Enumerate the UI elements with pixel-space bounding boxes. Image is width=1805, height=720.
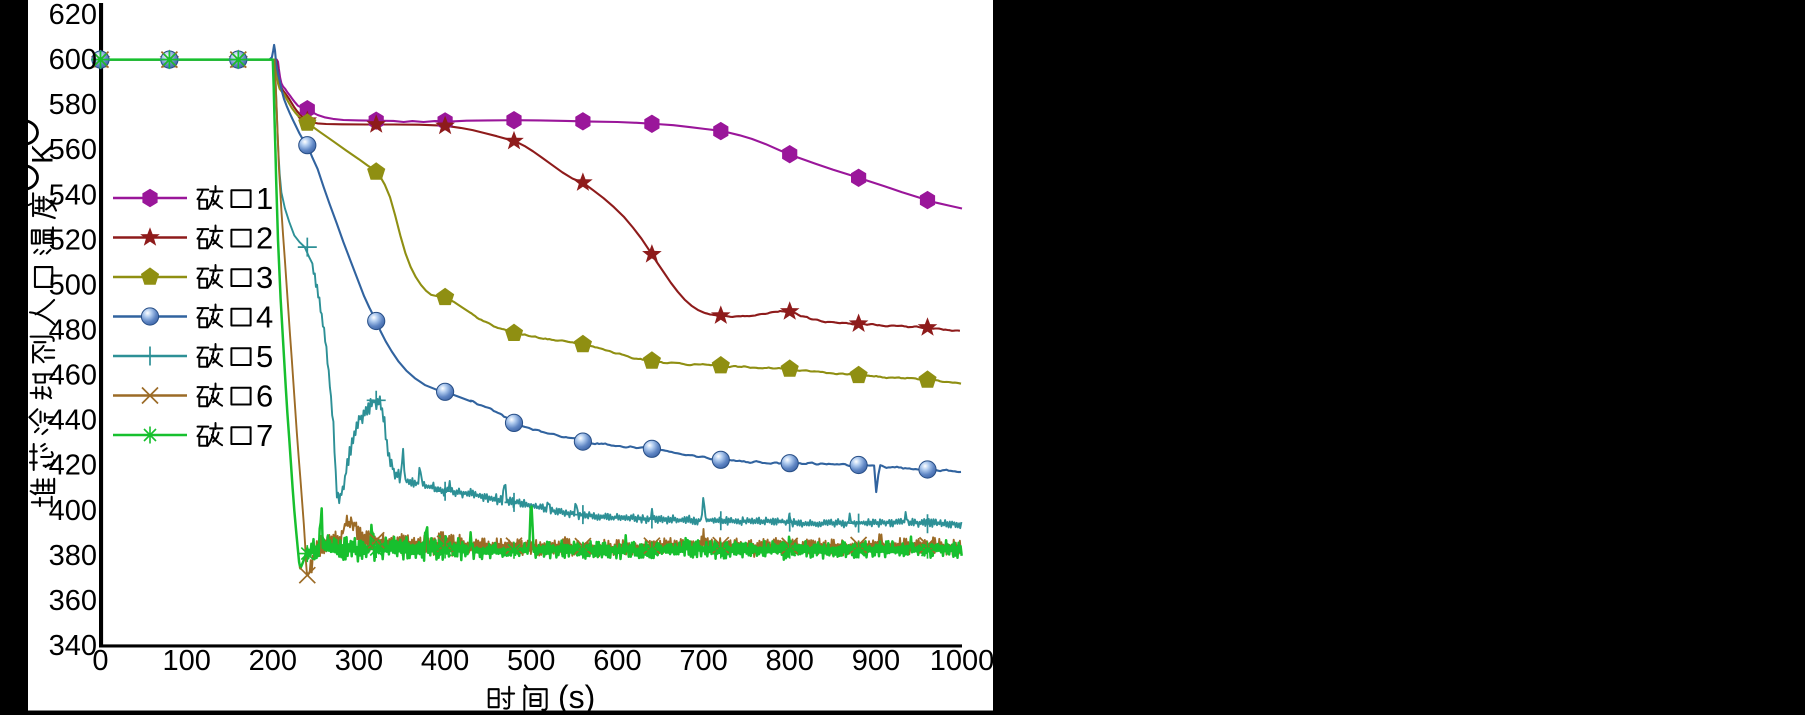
svg-text:3: 3	[256, 260, 273, 295]
svg-text:6: 6	[256, 379, 273, 414]
svg-text:580: 580	[49, 89, 97, 121]
svg-text:560: 560	[49, 134, 97, 166]
svg-text:7: 7	[256, 418, 273, 453]
svg-text:360: 360	[49, 585, 97, 617]
svg-text:400: 400	[421, 645, 469, 677]
svg-text:500: 500	[49, 269, 97, 301]
svg-text:(s): (s)	[558, 679, 595, 715]
svg-text:1000: 1000	[930, 645, 995, 677]
svg-text:800: 800	[766, 645, 814, 677]
svg-text:1: 1	[256, 181, 273, 216]
svg-text:600: 600	[49, 44, 97, 76]
svg-text:200: 200	[249, 645, 297, 677]
svg-text:600: 600	[593, 645, 641, 677]
svg-text:100: 100	[163, 645, 211, 677]
svg-text:500: 500	[507, 645, 555, 677]
svg-text:520: 520	[49, 224, 97, 256]
svg-text:480: 480	[49, 315, 97, 347]
svg-text:0: 0	[92, 645, 108, 677]
svg-text:420: 420	[49, 450, 97, 482]
svg-text:340: 340	[49, 630, 97, 662]
svg-text:K: K	[27, 144, 60, 164]
svg-text:300: 300	[335, 645, 383, 677]
svg-text:440: 440	[49, 405, 97, 437]
svg-text:620: 620	[49, 0, 97, 31]
svg-text:2: 2	[256, 221, 273, 256]
svg-text:4: 4	[256, 300, 273, 335]
svg-text:540: 540	[49, 179, 97, 211]
svg-text:380: 380	[49, 540, 97, 572]
svg-text:400: 400	[49, 495, 97, 527]
svg-text:700: 700	[679, 645, 727, 677]
svg-text:5: 5	[256, 339, 273, 374]
svg-text:900: 900	[852, 645, 900, 677]
svg-text:460: 460	[49, 360, 97, 392]
